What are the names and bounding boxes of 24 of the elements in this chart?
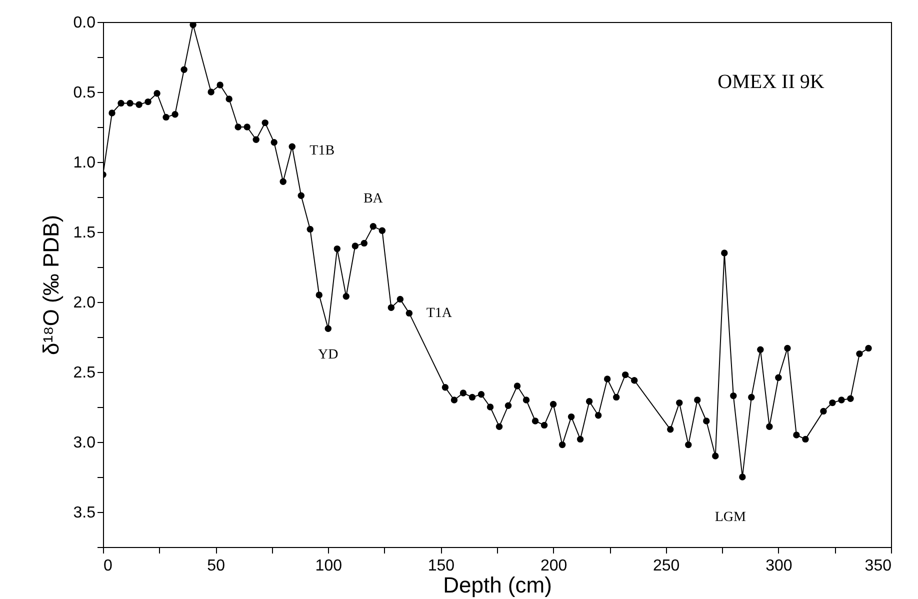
annotation: T1A	[426, 306, 453, 322]
annotation: LGM	[714, 510, 747, 525]
x-axis-title: Depth (cm)	[443, 572, 552, 598]
y-tick-label: 1.5	[73, 224, 96, 242]
y-tick-label: 2.0	[73, 294, 96, 312]
y-tick-label: 1.0	[73, 154, 96, 172]
y-tick-label: 3.5	[73, 504, 96, 522]
y-tick-label: 0.0	[73, 14, 96, 32]
x-tick-label: 0	[104, 558, 112, 574]
annotation: OMEX II 9K	[718, 71, 825, 93]
y-tick-label: 2.5	[73, 364, 96, 382]
y-axis-title: δ¹⁸O (‰ PDB)	[38, 214, 64, 356]
annotation: BA	[363, 191, 384, 206]
x-tick-label: 200	[540, 558, 568, 574]
x-tick-label: 100	[315, 558, 342, 574]
x-tick-label: 50	[207, 558, 226, 574]
y-tick-label: 0.5	[73, 84, 96, 102]
x-tick-label: 300	[766, 558, 792, 574]
annotation: YD	[318, 348, 338, 363]
x-tick-label: 250	[653, 558, 680, 574]
x-tick-label: 150	[428, 558, 455, 574]
annotation: T1B	[310, 144, 335, 159]
y-tick-label: 3.0	[73, 434, 96, 452]
x-tick-label: 350	[864, 558, 892, 574]
